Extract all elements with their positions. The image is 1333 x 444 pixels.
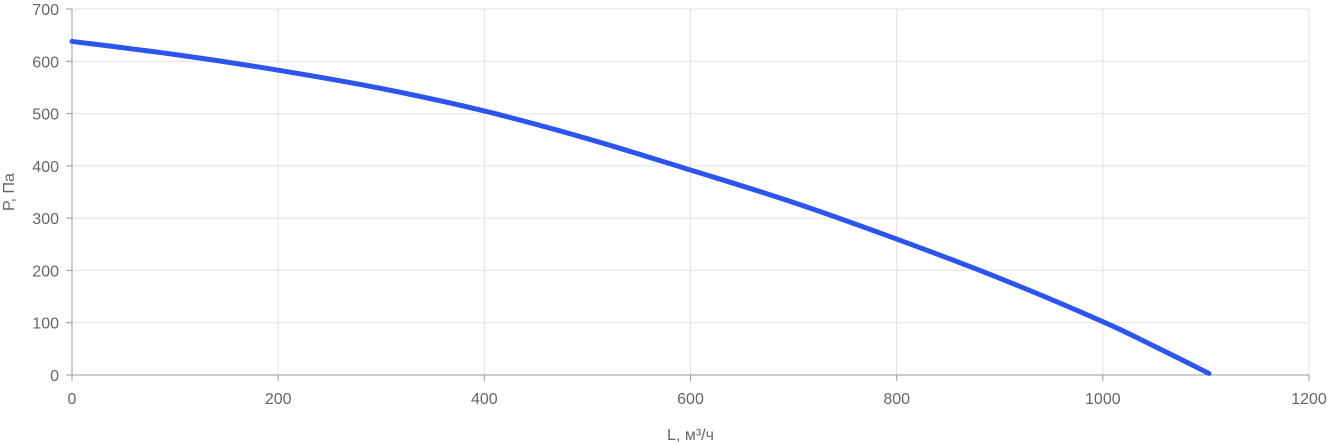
y-tick-label: 400: [32, 159, 59, 176]
y-tick-label: 100: [32, 316, 59, 333]
y-tick-label: 0: [50, 368, 59, 385]
x-tick-label: 1000: [1085, 391, 1121, 408]
vertical-grid-lines: [71, 9, 1310, 375]
series-lines: [69, 38, 1212, 376]
series-line: [69, 38, 1212, 376]
horizontal-grid-lines: [72, 8, 1309, 376]
axes: [66, 8, 1310, 381]
x-tick-label: 800: [883, 391, 910, 408]
y-tick-label: 600: [32, 54, 59, 71]
x-axis-title: L, м³/ч: [667, 427, 714, 444]
y-tick-label: 700: [32, 2, 59, 19]
y-axis-title: P, Па: [1, 173, 18, 211]
y-tick-label: 500: [32, 107, 59, 124]
x-tick-labels: 0 200 400 600 800 1000 1200: [68, 391, 1327, 408]
x-tick-label: 200: [265, 391, 292, 408]
y-tick-labels: 0 100 200 300 400 500 600 700: [32, 2, 59, 385]
x-tick-label: 400: [471, 391, 498, 408]
y-tick-label: 300: [32, 211, 59, 228]
x-tick-label: 0: [68, 391, 77, 408]
y-tick-label: 200: [32, 263, 59, 280]
x-tick-label: 600: [677, 391, 704, 408]
x-tick-label: 1200: [1291, 391, 1327, 408]
